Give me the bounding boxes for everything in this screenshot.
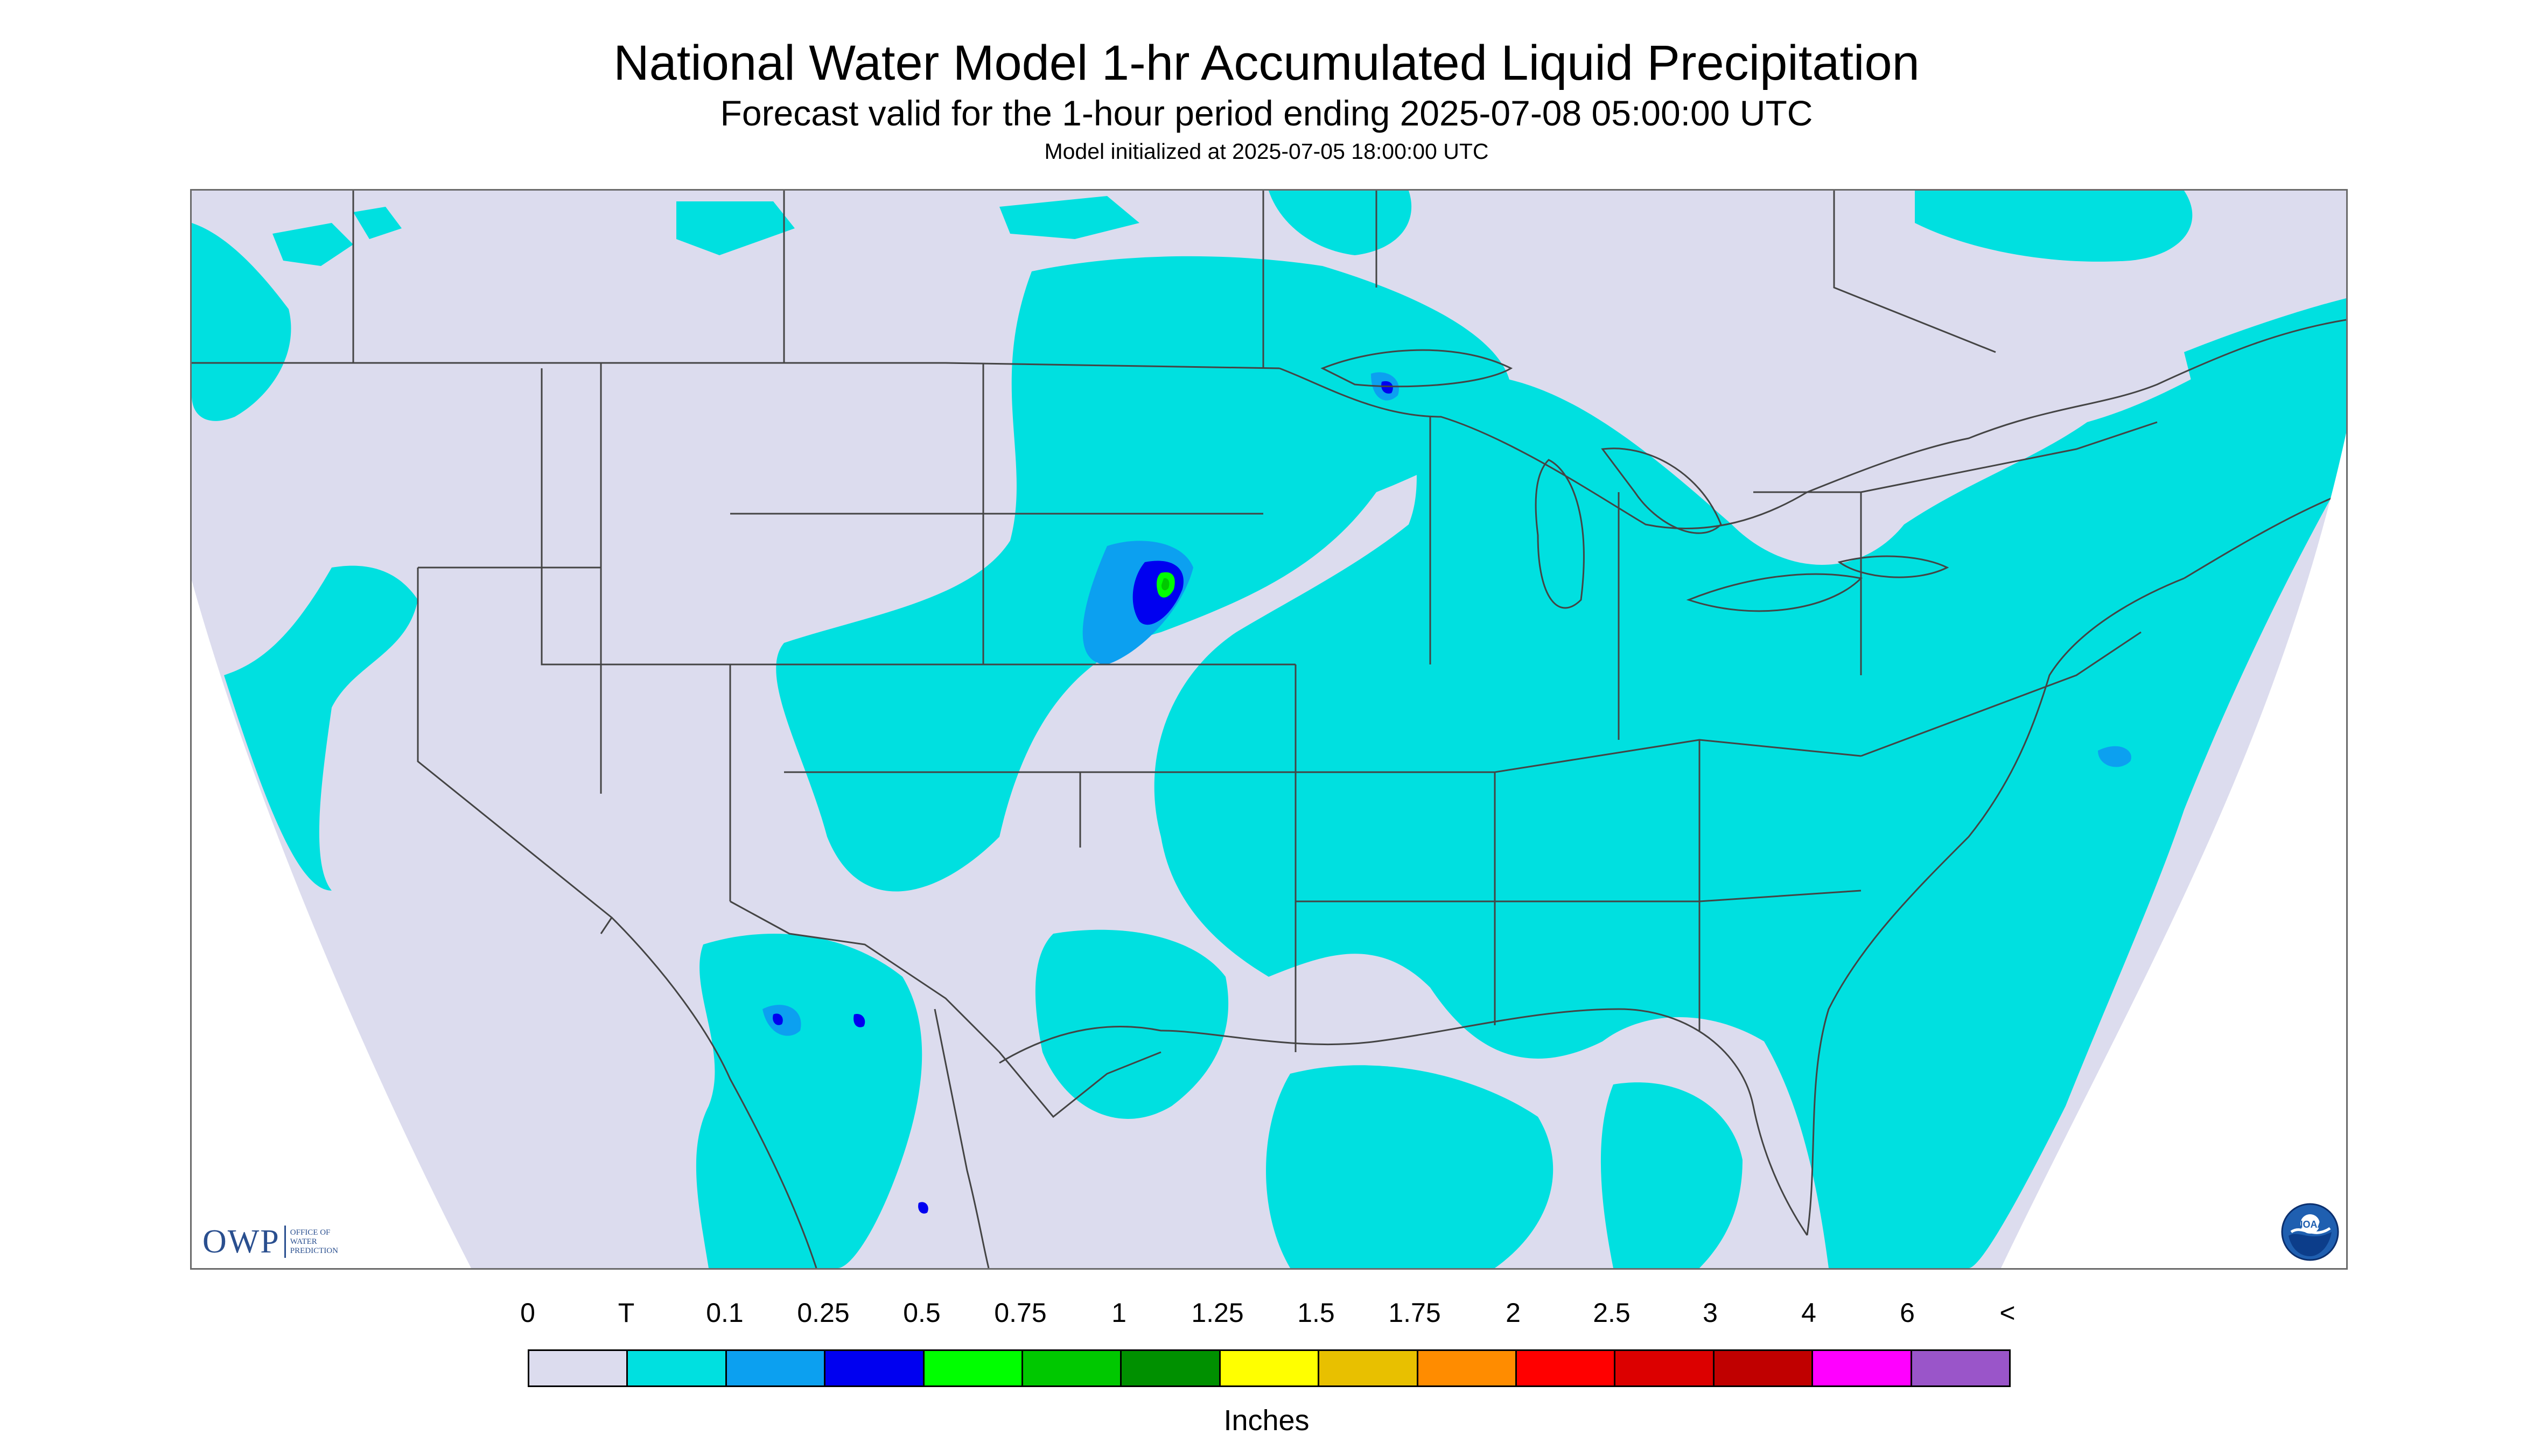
legend-label-13: 4 bbox=[1801, 1298, 1816, 1328]
owp-logo: OWP Office of Water Prediction bbox=[202, 1223, 371, 1261]
legend-label-0: 0 bbox=[520, 1298, 535, 1328]
legend-swatch-2 bbox=[726, 1351, 826, 1385]
legend-units: Inches bbox=[1223, 1404, 1310, 1437]
precip-trace-areas bbox=[192, 191, 2346, 1268]
noaa-logo-text: NOAA bbox=[2296, 1219, 2325, 1230]
precipitation-map: OWP Office of Water Prediction NOAA bbox=[190, 189, 2348, 1270]
model-init-time: Model initialized at 2025-07-05 18:00:00… bbox=[1044, 139, 1489, 164]
legend-swatch-13 bbox=[1813, 1351, 1912, 1385]
legend-label-1: T bbox=[618, 1298, 635, 1328]
legend-swatch-11 bbox=[1615, 1351, 1715, 1385]
legend-swatch-14 bbox=[1912, 1351, 2010, 1385]
owp-logo-mark: OWP bbox=[202, 1223, 280, 1260]
owp-logo-divider bbox=[284, 1226, 286, 1258]
legend-swatch-9 bbox=[1418, 1351, 1517, 1385]
legend-swatch-10 bbox=[1517, 1351, 1616, 1385]
owp-logo-line-1: Office of bbox=[290, 1228, 331, 1237]
legend-label-4: 0.5 bbox=[903, 1298, 941, 1328]
great-lakes bbox=[1320, 349, 1949, 612]
legend-color-bar bbox=[528, 1349, 2011, 1387]
legend-label-5: 0.75 bbox=[994, 1298, 1047, 1328]
legend-swatch-7 bbox=[1220, 1351, 1320, 1385]
legend-label-3: 0.25 bbox=[797, 1298, 850, 1328]
map-title: National Water Model 1-hr Accumulated Li… bbox=[613, 36, 1920, 90]
legend-label-10: 2 bbox=[1506, 1298, 1521, 1328]
owp-logo-line-2: Water bbox=[290, 1237, 317, 1246]
legend-label-11: 2.5 bbox=[1593, 1298, 1631, 1328]
legend-swatch-6 bbox=[1122, 1351, 1221, 1385]
legend-swatch-8 bbox=[1319, 1351, 1418, 1385]
owp-logo-text: Office of Water Prediction bbox=[290, 1228, 371, 1256]
legend-label-15: < bbox=[1999, 1298, 2016, 1328]
legend-label-6: 1 bbox=[1111, 1298, 1126, 1328]
legend-label-8: 1.5 bbox=[1297, 1298, 1335, 1328]
legend-label-12: 3 bbox=[1703, 1298, 1718, 1328]
legend-swatch-12 bbox=[1714, 1351, 1814, 1385]
owp-logo-line-3: Prediction bbox=[290, 1246, 338, 1255]
legend-label-2: 0.1 bbox=[706, 1298, 744, 1328]
legend-swatch-1 bbox=[628, 1351, 727, 1385]
precip-0.75-cores bbox=[1161, 578, 1170, 591]
political-borders bbox=[192, 191, 2346, 1118]
map-subtitle: Forecast valid for the 1-hour period end… bbox=[720, 93, 1813, 133]
legend-labels: 0 T 0.1 0.25 0.5 0.75 1 1.25 1.5 1.75 2 … bbox=[0, 1297, 2533, 1334]
legend-label-7: 1.25 bbox=[1191, 1298, 1244, 1328]
noaa-seal-icon: NOAA bbox=[2281, 1203, 2339, 1261]
legend-swatch-3 bbox=[825, 1351, 925, 1385]
legend-swatch-0 bbox=[529, 1351, 628, 1385]
map-canvas bbox=[192, 191, 2346, 1268]
legend-label-14: 6 bbox=[1900, 1298, 1915, 1328]
legend-swatch-5 bbox=[1023, 1351, 1122, 1385]
coastline bbox=[611, 491, 2346, 1268]
legend-label-9: 1.75 bbox=[1388, 1298, 1441, 1328]
legend-swatch-4 bbox=[924, 1351, 1024, 1385]
